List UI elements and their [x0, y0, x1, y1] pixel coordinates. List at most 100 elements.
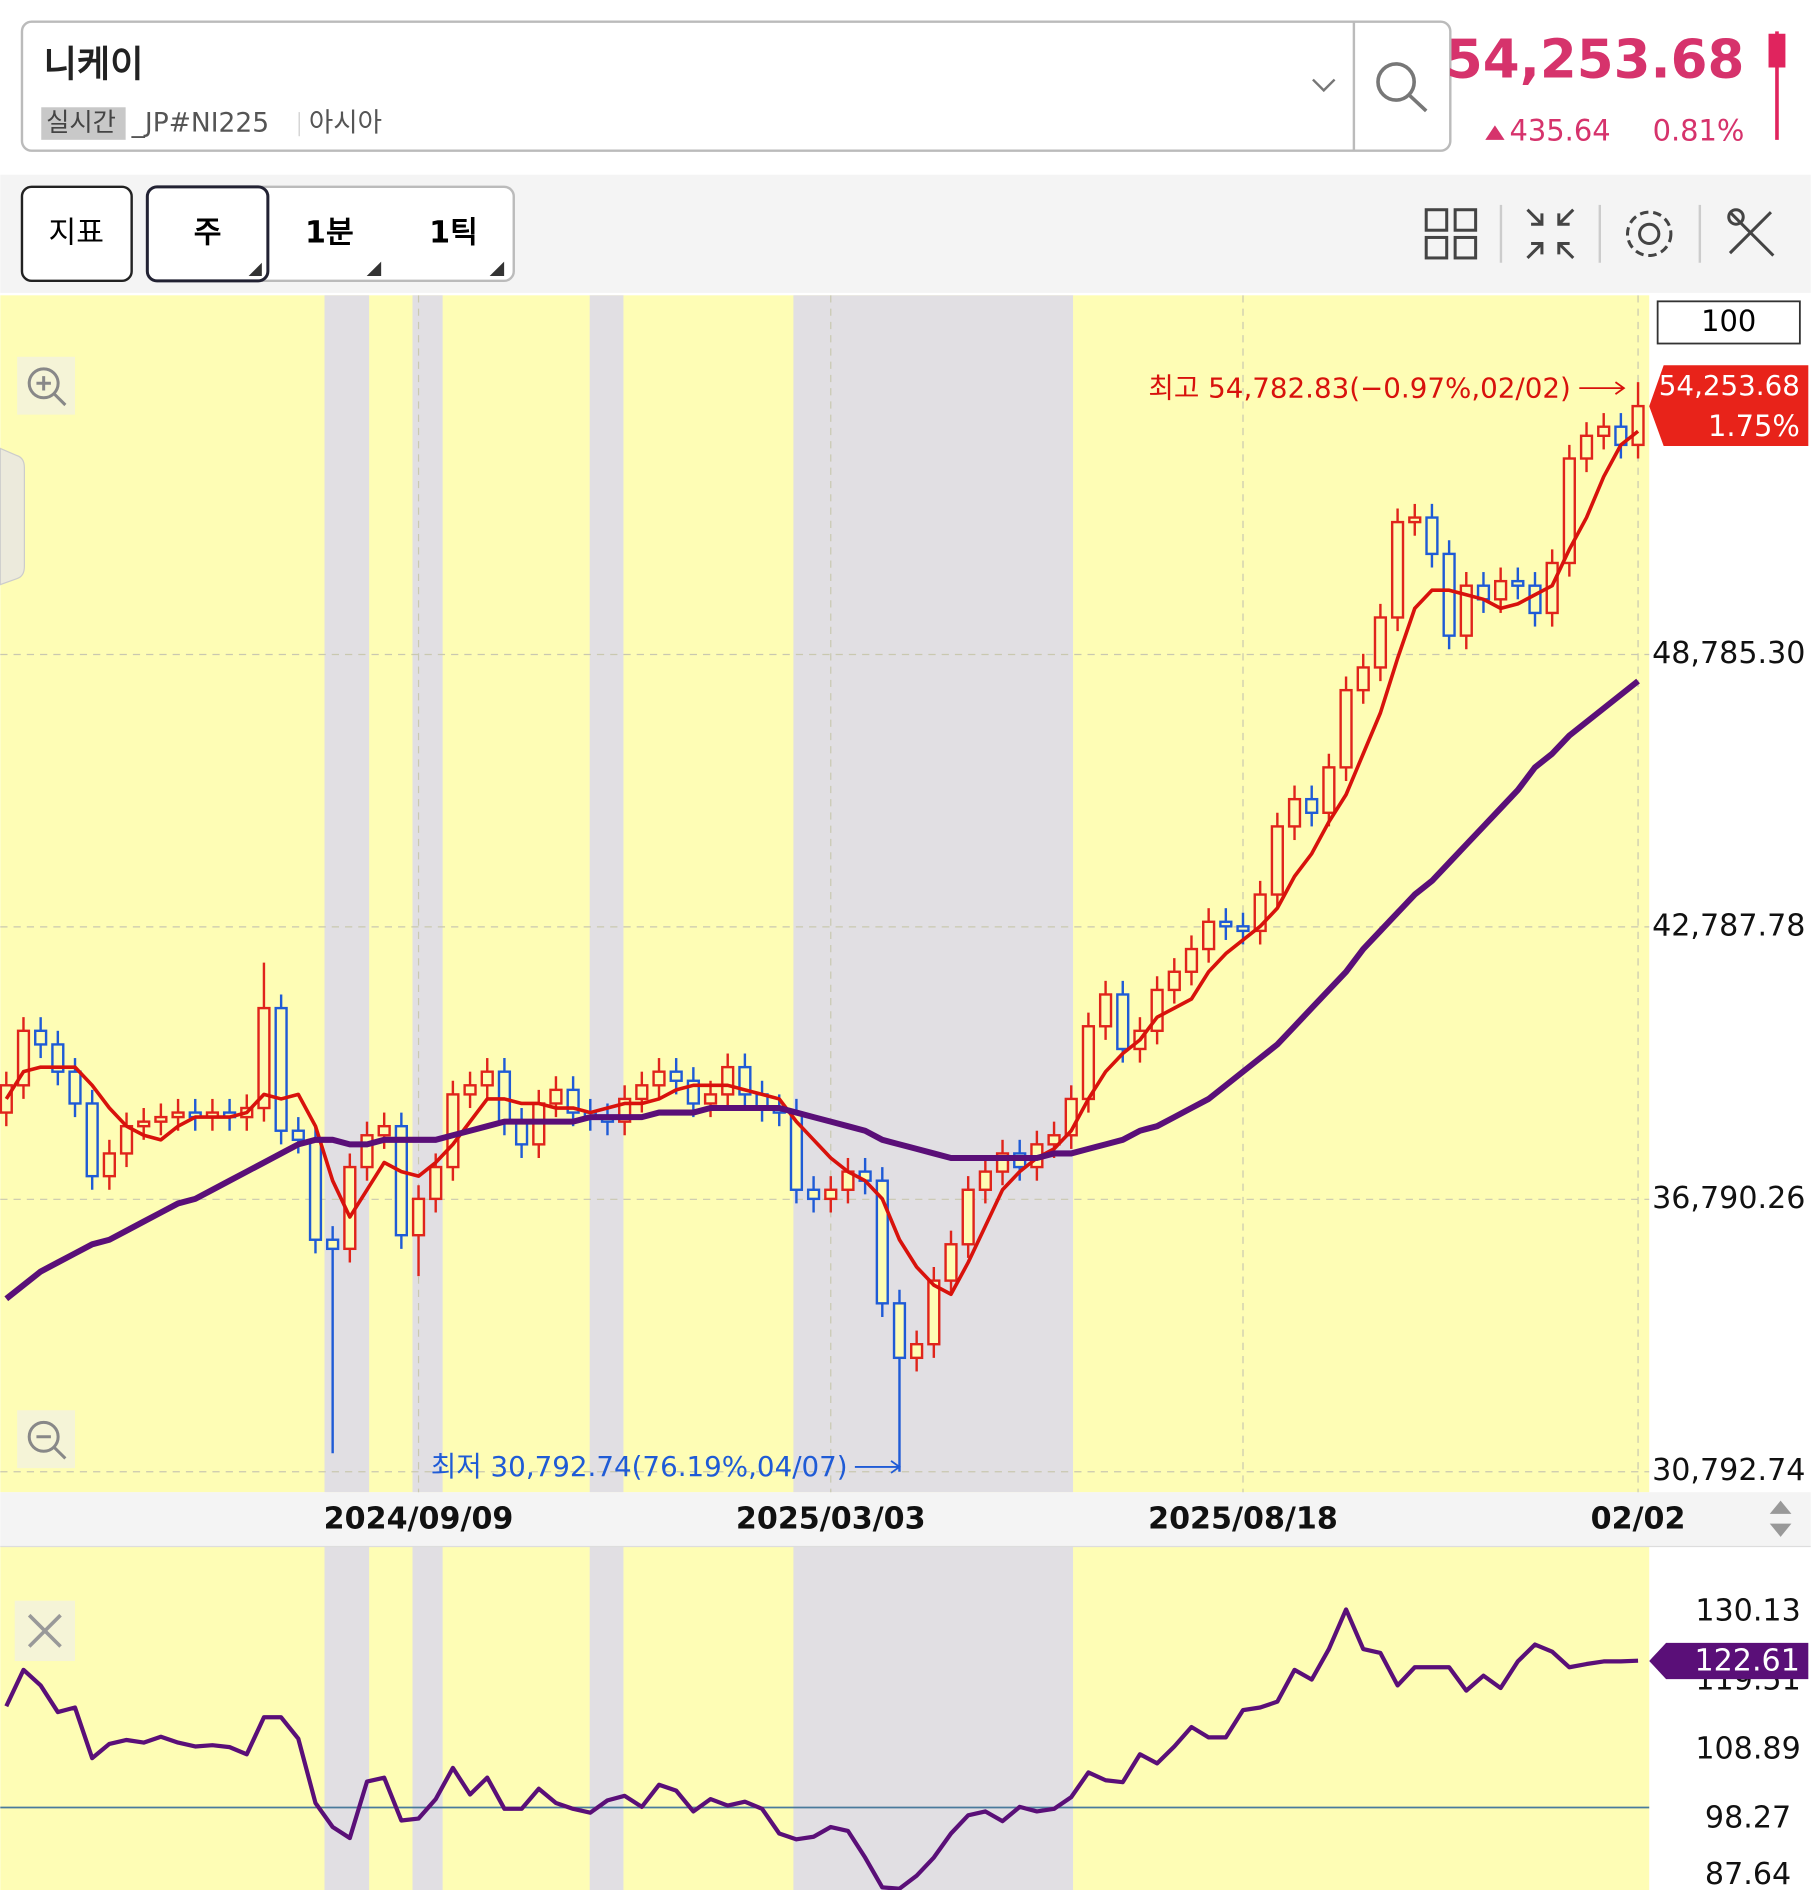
candle-body — [1356, 666, 1370, 692]
candle-body — [1305, 797, 1319, 814]
candle-body — [51, 1043, 65, 1073]
candle-body — [1408, 516, 1422, 524]
indicator-line — [4, 1607, 1639, 1890]
candle-body — [875, 1179, 889, 1305]
candle-body — [257, 1006, 271, 1110]
candle-body — [171, 1111, 185, 1119]
price-tag — [1649, 365, 1809, 446]
indicator-button[interactable] — [20, 185, 133, 283]
layout-icon[interactable] — [1424, 208, 1478, 260]
indicator-tag-value: 122.61 — [1694, 1644, 1799, 1679]
ma-line — [4, 429, 1640, 1297]
y-tick-label: 87.64 — [1705, 1857, 1791, 1890]
scale-label: 100 — [1701, 304, 1756, 338]
button-label: 지표 — [48, 215, 103, 250]
candle-body — [1373, 616, 1388, 669]
dropdown-icon[interactable] — [1312, 78, 1336, 93]
candle-body — [1270, 825, 1284, 896]
candle-body — [463, 1084, 477, 1096]
candle-body — [824, 1188, 838, 1201]
candle-body — [806, 1188, 821, 1201]
candle-body — [411, 1197, 426, 1237]
button-label[interactable]: 1틱 — [429, 215, 478, 250]
scale-box[interactable] — [1656, 300, 1801, 345]
corner-marks — [248, 261, 505, 277]
price: 54,253.68 — [1446, 28, 1745, 90]
up-arrow — [1485, 125, 1505, 140]
change: 435.64 — [1509, 114, 1610, 148]
candle-body — [377, 1124, 391, 1137]
candle-body — [652, 1070, 666, 1087]
candle-body — [1562, 457, 1576, 565]
candle-body — [1287, 797, 1302, 828]
scroll-arrows[interactable] — [1769, 1500, 1792, 1537]
button-label[interactable]: 1분 — [305, 215, 354, 250]
badge-bg — [41, 107, 126, 140]
candle-body — [308, 1138, 323, 1241]
region: 아시아 — [309, 108, 382, 139]
y-tick-label: 42,787.78 — [1652, 908, 1805, 943]
price-tag-value: 54,253.68 — [1659, 369, 1800, 402]
candle-body — [1442, 552, 1456, 637]
zoom-out[interactable] — [17, 1410, 76, 1469]
side-handle[interactable] — [0, 447, 25, 586]
week-button[interactable] — [145, 185, 270, 283]
candle-body — [0, 1084, 13, 1114]
candle-body — [1494, 579, 1508, 601]
candle-body — [274, 1006, 288, 1132]
candle-body — [1150, 988, 1164, 1033]
y-tick-label: 30,792.74 — [1652, 1453, 1805, 1488]
x-tick-label: 02/02 — [1591, 1501, 1686, 1536]
candle-body — [927, 1279, 941, 1346]
candle-body — [1081, 1025, 1096, 1101]
candle-body — [669, 1070, 683, 1082]
button-label: 주 — [194, 215, 222, 250]
candle-body — [1597, 425, 1611, 438]
candle-body — [1528, 584, 1542, 615]
candle-body — [102, 1152, 116, 1178]
candle-body — [360, 1134, 374, 1169]
candle-body — [910, 1343, 924, 1360]
candle-body — [961, 1188, 975, 1246]
candle-body — [497, 1070, 512, 1123]
candle-body — [686, 1079, 700, 1105]
candle-body — [1459, 584, 1473, 637]
mini-candle — [1768, 33, 1786, 68]
candle-body — [549, 1088, 563, 1105]
candle-body — [446, 1093, 460, 1169]
y-tick-label: 108.89 — [1695, 1731, 1800, 1766]
symbol-code: _JP#NI225 — [131, 108, 269, 139]
change-pct: 0.81% — [1653, 114, 1745, 148]
candle-body — [34, 1029, 48, 1046]
close-indicator[interactable] — [14, 1600, 76, 1661]
indicator-tag — [1649, 1642, 1809, 1680]
candle-body — [137, 1120, 151, 1128]
search-icon[interactable] — [1376, 62, 1428, 113]
candle-body — [618, 1097, 632, 1123]
candle-body — [514, 1120, 529, 1146]
high-annotation: 최고 54,782.83(−0.97%,02/02) — [1148, 371, 1571, 404]
collapse-icon[interactable] — [1526, 208, 1575, 260]
candle-body — [703, 1093, 718, 1105]
x-axis-band — [0, 1492, 1811, 1547]
candle-body — [738, 1065, 752, 1096]
candle-body — [1184, 947, 1199, 973]
candle-body — [1631, 404, 1645, 447]
search-box[interactable] — [20, 20, 1452, 152]
candle-body — [1579, 434, 1594, 460]
candle-body — [85, 1102, 99, 1178]
candle-body — [1219, 920, 1233, 928]
candle-body — [1167, 970, 1181, 992]
candle-body — [1098, 993, 1113, 1028]
y-tick-label: 130.13 — [1695, 1593, 1800, 1628]
y-tick-label: 98.27 — [1705, 1800, 1791, 1835]
zoom-in[interactable] — [17, 356, 76, 415]
tools-icon[interactable] — [1727, 208, 1775, 257]
settings-icon[interactable] — [1626, 210, 1673, 258]
candle-body — [944, 1243, 958, 1282]
candle-body — [1425, 516, 1439, 556]
candle-body — [326, 1238, 340, 1251]
x-tick-label: 2025/03/03 — [736, 1501, 926, 1536]
